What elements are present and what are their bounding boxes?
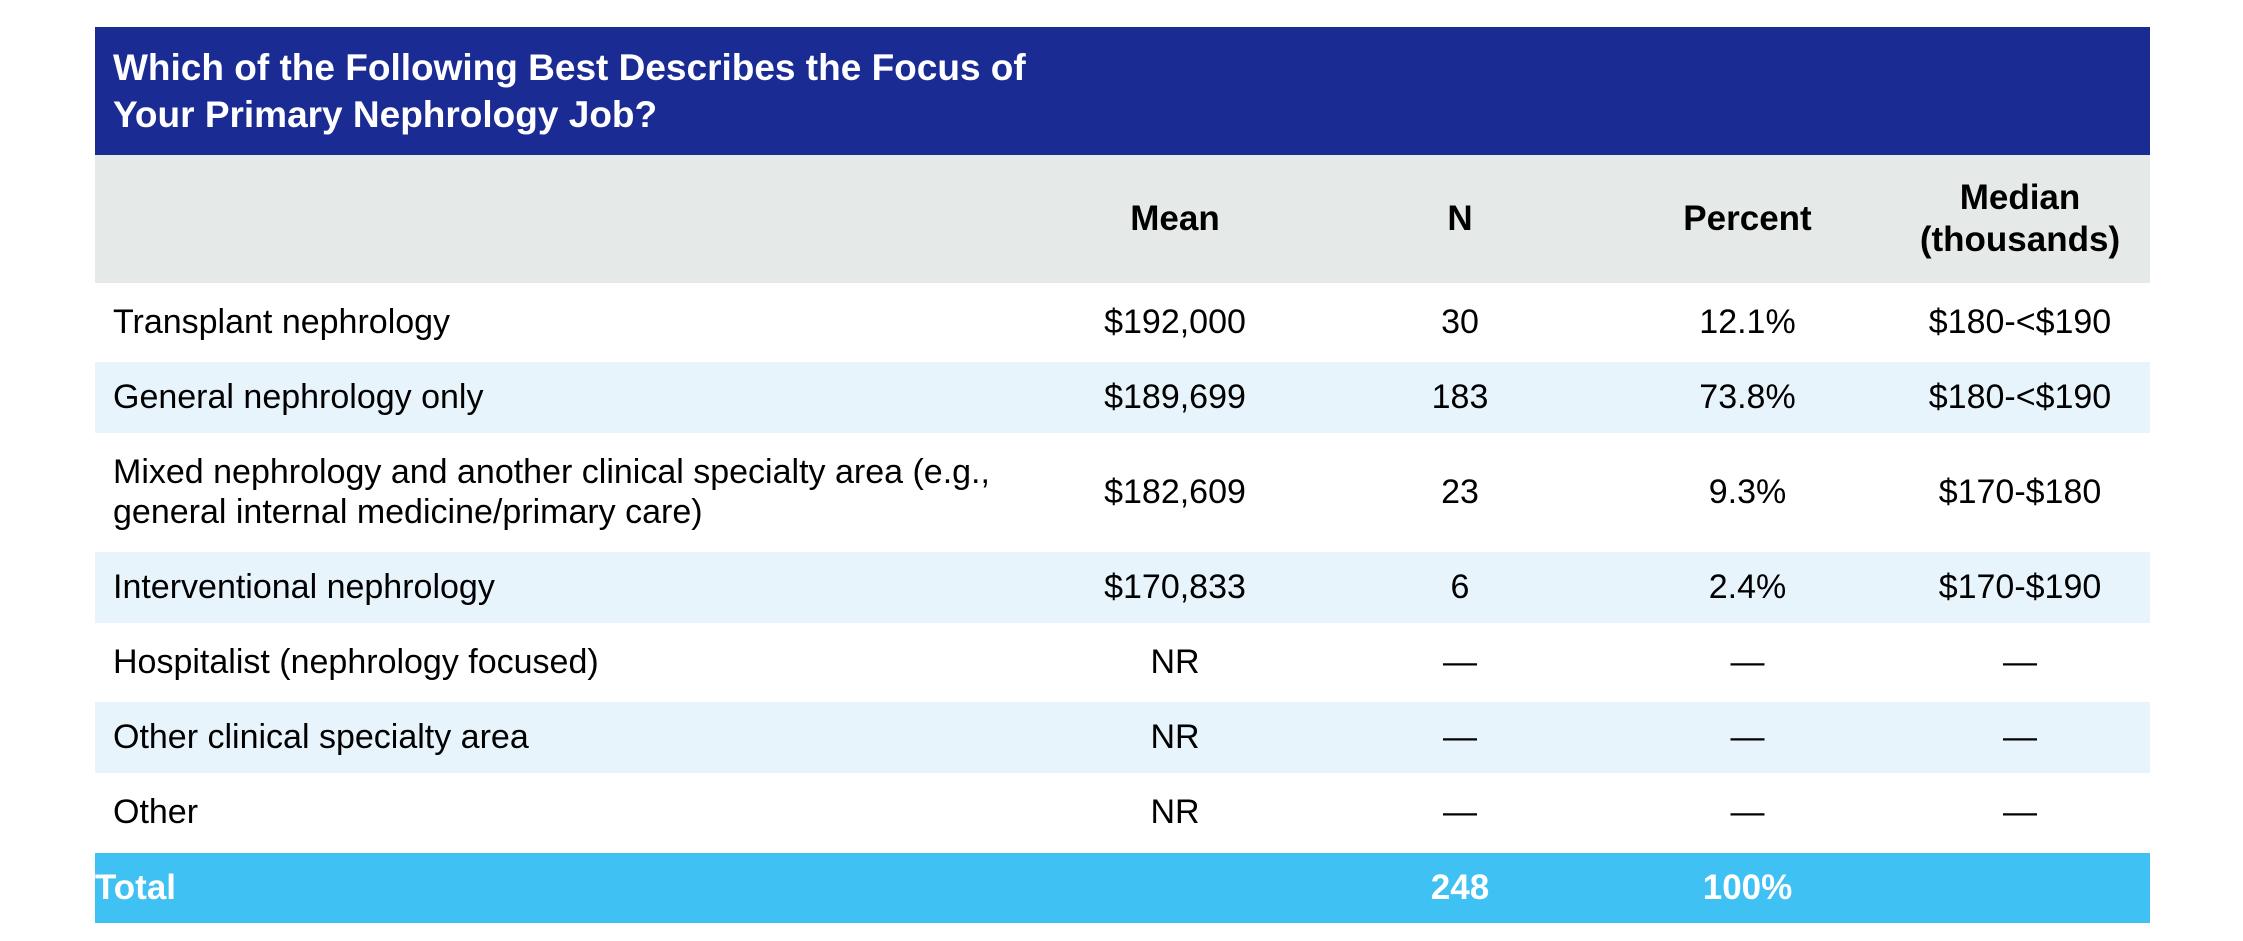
cell-n: 6 [1315,548,1605,625]
cell-n: — [1315,772,1605,851]
row-label: Transplant nephrology [95,283,1035,360]
cell-mean: $182,609 [1035,432,1315,551]
table-title-bar: Which of the Following Best Describes th… [95,27,2150,155]
row-label: Other [95,772,1035,851]
cell-mean: $170,833 [1035,548,1315,625]
total-row: Total 248 100% [95,847,2150,924]
cell-median: — [1890,697,2150,775]
column-header-percent: Percent [1605,155,1890,285]
total-percent: 100% [1605,847,1890,924]
table-row: Transplant nephrology $192,000 30 12.1% … [95,283,2150,360]
table-row: Hospitalist (nephrology focused) NR — — … [95,622,2150,700]
column-header-row: Mean N Percent Median (thousands) [95,155,2150,285]
column-header-n: N [1315,155,1605,285]
cell-percent: 12.1% [1605,283,1890,360]
row-label: General nephrology only [95,357,1035,435]
row-label: Other clinical specialty area [95,697,1035,775]
cell-n: 30 [1315,283,1605,360]
table-row: Other clinical specialty area NR — — — [95,697,2150,775]
cell-median: $170-$190 [1890,548,2150,625]
cell-n: 183 [1315,357,1605,435]
table-title: Which of the Following Best Describes th… [113,46,1026,135]
cell-mean: NR [1035,697,1315,775]
table-row: Interventional nephrology $170,833 6 2.4… [95,548,2150,625]
cell-percent: 73.8% [1605,357,1890,435]
total-label: Total [95,847,1035,924]
cell-mean: $192,000 [1035,283,1315,360]
table-row: General nephrology only $189,699 183 73.… [95,357,2150,435]
cell-mean: NR [1035,622,1315,700]
total-median [1890,847,2150,924]
cell-n: 23 [1315,432,1605,551]
table-row: Mixed nephrology and another clinical sp… [95,432,2150,551]
column-header-median: Median (thousands) [1890,155,2150,285]
column-header-mean: Mean [1035,155,1315,285]
row-label: Interventional nephrology [95,548,1035,625]
total-mean [1035,847,1315,924]
cell-median: $170-$180 [1890,432,2150,551]
column-header-category [95,155,1035,285]
cell-percent: — [1605,772,1890,851]
cell-n: — [1315,622,1605,700]
cell-percent: — [1605,697,1890,775]
cell-percent: 9.3% [1605,432,1890,551]
cell-mean: NR [1035,772,1315,851]
cell-n: — [1315,697,1605,775]
row-label: Hospitalist (nephrology focused) [95,622,1035,700]
cell-median: — [1890,772,2150,851]
data-table: Mean N Percent Median (thousands) Transp… [95,155,2150,924]
cell-median: — [1890,622,2150,700]
row-label: Mixed nephrology and another clinical sp… [95,432,1035,551]
cell-median: $180-<$190 [1890,283,2150,360]
table-row: Other NR — — — [95,772,2150,851]
cell-median: $180-<$190 [1890,357,2150,435]
survey-results-table: Which of the Following Best Describes th… [95,27,2150,924]
cell-percent: 2.4% [1605,548,1890,625]
total-n: 248 [1315,847,1605,924]
cell-percent: — [1605,622,1890,700]
cell-mean: $189,699 [1035,357,1315,435]
